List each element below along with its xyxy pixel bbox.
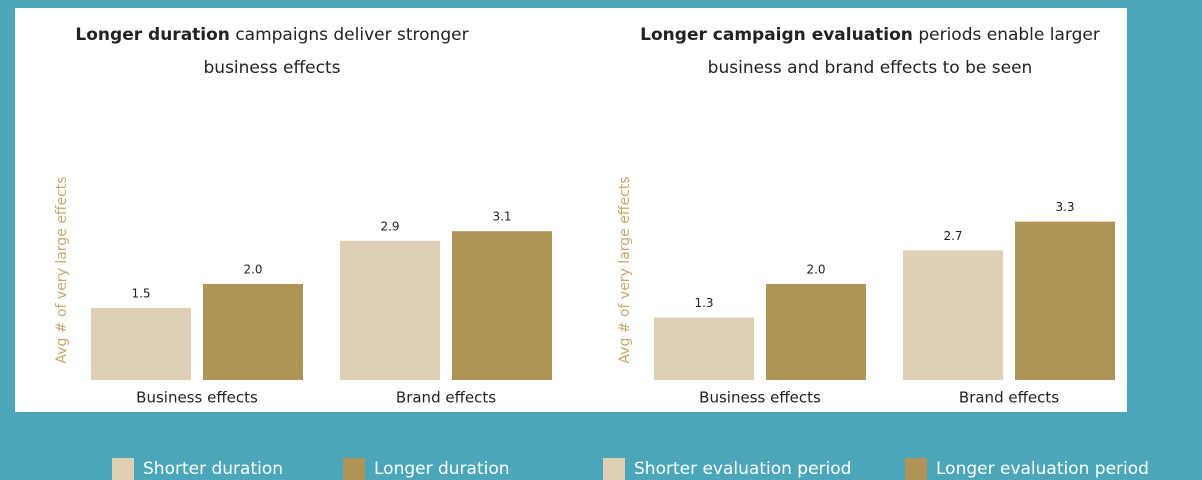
x-tick-label: Business effects bbox=[136, 389, 258, 407]
value-label: 1.3 bbox=[694, 296, 713, 310]
bar bbox=[203, 284, 303, 380]
legend-label: Shorter evaluation period bbox=[634, 459, 851, 479]
bar bbox=[91, 308, 191, 380]
legend-swatch bbox=[343, 458, 365, 480]
value-label: 1.5 bbox=[131, 287, 150, 301]
title-text: periods enable larger bbox=[918, 25, 1100, 45]
legend-swatch bbox=[112, 458, 134, 480]
legend-swatch bbox=[905, 458, 927, 480]
chart-title: Longer campaign evaluation periods enabl… bbox=[640, 25, 1100, 45]
legend-swatch bbox=[603, 458, 625, 480]
legend-label: Longer duration bbox=[374, 459, 510, 479]
bar bbox=[452, 231, 552, 380]
value-label: 2.0 bbox=[806, 263, 825, 277]
bar bbox=[1015, 221, 1115, 380]
x-tick-label: Business effects bbox=[699, 389, 821, 407]
title-text: campaigns deliver stronger bbox=[235, 25, 468, 45]
value-label: 2.9 bbox=[380, 219, 399, 233]
value-label: 2.7 bbox=[943, 229, 962, 243]
bar bbox=[766, 284, 866, 380]
legend-label: Longer evaluation period bbox=[936, 459, 1149, 479]
title-bold: Longer duration bbox=[75, 25, 229, 45]
bar bbox=[903, 250, 1003, 380]
value-label: 3.3 bbox=[1055, 200, 1074, 214]
value-label: 3.1 bbox=[492, 210, 511, 224]
y-axis-label: Avg # of very large effects bbox=[617, 176, 633, 363]
title-bold: Longer campaign evaluation bbox=[640, 25, 913, 45]
x-tick-label: Brand effects bbox=[959, 389, 1059, 407]
chart-title: business effects bbox=[204, 58, 341, 78]
chart-title: business and brand effects to be seen bbox=[708, 58, 1033, 78]
bar bbox=[340, 240, 440, 380]
value-label: 2.0 bbox=[243, 263, 262, 277]
chart-title: Longer duration campaigns deliver strong… bbox=[75, 25, 468, 45]
legend-label: Shorter duration bbox=[143, 459, 283, 479]
y-axis-label: Avg # of very large effects bbox=[54, 176, 70, 363]
x-tick-label: Brand effects bbox=[396, 389, 496, 407]
bar bbox=[654, 317, 754, 380]
